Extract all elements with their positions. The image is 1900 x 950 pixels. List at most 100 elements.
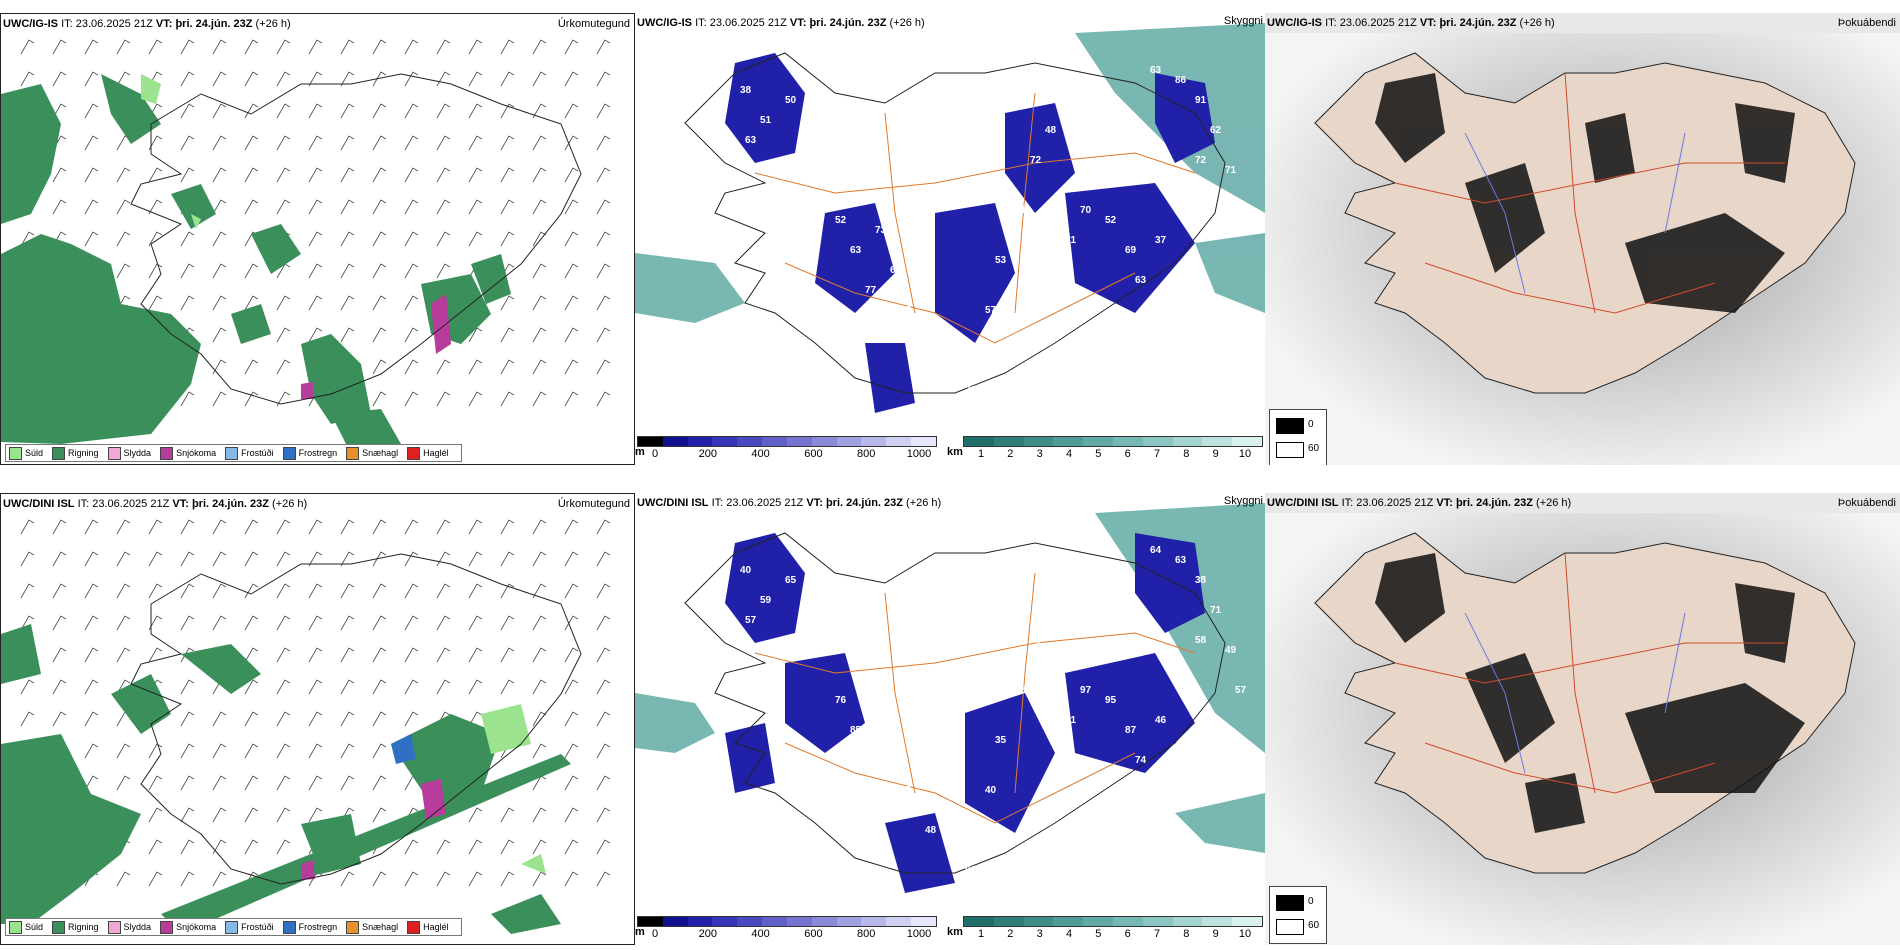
cloud-base-label: 13 (810, 635, 822, 646)
colorbar-tick: 1000 (906, 928, 932, 940)
cloud-base-label: 64 (725, 55, 737, 66)
colorbar-step (836, 437, 862, 446)
cloud-base-label: 76 (835, 695, 847, 706)
cloud-base-label: 62 (1210, 125, 1222, 136)
legend-label: Snjókoma (176, 448, 217, 458)
low-cloud-areas (725, 53, 1215, 413)
cloud-base-label: 49 (1225, 645, 1237, 656)
colorbar-tick: 10 (1238, 448, 1252, 460)
colorbar-tick: 400 (751, 448, 770, 460)
cloud-base-label: 40 (985, 785, 997, 796)
colorbar-step (1083, 917, 1113, 926)
fog-map-canvas (1265, 33, 1900, 465)
cloud-base-label: 51 (760, 115, 772, 126)
cloud-base-label: 76 (725, 535, 737, 546)
rain-areas (1, 74, 511, 454)
cloud-base-label: 38 (740, 85, 752, 96)
cloud-base-label: 48 (1175, 675, 1187, 686)
cloud-base-map-bottom: UWC/DINI ISL IT: 23.06.2025 21Z VT: þri.… (635, 493, 1265, 945)
cloud-base-label: 63 (1135, 275, 1147, 286)
visibility-colorbar: 1 2 3 4 5 6 7 8 9 10 km (947, 436, 1263, 461)
iceland-outline (130, 73, 582, 405)
panel-title: UWC/DINI ISL IT: 23.06.2025 21Z VT: þri.… (637, 497, 942, 509)
colorbar-tick: 1000 (906, 448, 932, 460)
colorbar-tick: 4 (1065, 448, 1073, 460)
freezing-rain-areas (391, 734, 416, 764)
legend-swatch (282, 446, 296, 460)
colorbar-step (964, 917, 994, 926)
panel-variable-label: Þokuábendi (1837, 17, 1896, 29)
cloud-base-label: 52 (1105, 215, 1117, 226)
colorbar-tick: 800 (857, 928, 876, 940)
colorbar-step (1083, 437, 1113, 446)
panel-title: UWC/IG-IS IT: 23.06.2025 21Z VT: þri. 24… (637, 17, 925, 29)
colorbar-tick: 1 (977, 928, 985, 940)
cloud-base-label: 86 (1175, 75, 1187, 86)
cloud-base-label: 61 (965, 865, 977, 876)
colorbar-tick: 9 (1212, 928, 1219, 940)
cloud-base-label: 71 (1045, 605, 1057, 616)
colorbar-tick: 600 (804, 928, 823, 940)
low-cloud-areas (725, 533, 1205, 893)
legend-swatch (225, 920, 239, 934)
cloud-base-label: 97 (1080, 685, 1092, 696)
road-network (754, 572, 1196, 824)
legend-label: Slydda (123, 922, 152, 932)
colorbar-step (861, 437, 887, 446)
cloud-base-label: 63 (850, 245, 862, 256)
fog-index-map-bottom: UWC/DINI ISL IT: 23.06.2025 21Z VT: þri.… (1265, 493, 1900, 945)
legend-swatch (9, 446, 22, 460)
colorbar-tick: 800 (857, 448, 876, 460)
colorbar-step (886, 437, 912, 446)
legend-swatch (52, 446, 66, 460)
colorbar-step (737, 437, 763, 446)
visibility-colorbar: 1 2 3 4 5 6 7 8 9 10 km (947, 916, 1263, 941)
cloud-base-label: 91 (1195, 95, 1207, 106)
legend-item-2: Slydda (107, 446, 152, 460)
cloud-base-value-labels: 76 40 59 65 57 13 76 85 56 61 194 45 48 74 61 40 35 88 69 7… (725, 535, 1247, 876)
colorbar-step (1172, 437, 1203, 446)
cloud-base-label: 88 (1015, 685, 1027, 696)
snow-areas (301, 294, 451, 399)
legend-item-2: Slydda (107, 920, 152, 934)
cloud-base-label: 72 (1195, 155, 1207, 166)
legend-label: Snæhagl (362, 922, 399, 932)
legend-swatch (160, 920, 174, 934)
colorbar-step (1232, 917, 1262, 926)
legend-swatch (107, 920, 121, 934)
cloud-base-colorbar: 0 200 400 600 800 1000 m (635, 916, 937, 941)
legend-item-3: Snjókoma (160, 446, 217, 460)
panel-variable-label: Þokuábendi (1837, 497, 1896, 509)
colorbar-step (836, 917, 862, 926)
colorbar-step (687, 437, 713, 446)
legend-label: Rigning (68, 448, 99, 458)
legend-swatch (282, 920, 296, 934)
cloud-base-label: 53 (995, 255, 1007, 266)
colorbar-tick: 200 (698, 448, 717, 460)
precip-map-canvas (1, 39, 611, 454)
cloud-base-label: 37 (1155, 235, 1167, 246)
cloud-base-label: 87 (1125, 725, 1137, 736)
colorbar-step (1053, 437, 1084, 446)
legend-item-5: Frostregn (282, 446, 337, 460)
legend-swatch (407, 446, 421, 460)
colorbar-step (886, 917, 912, 926)
precip-legend: Súld Rigning Slydda Snjókoma Frostúði Frostre… (5, 444, 462, 462)
rain-areas (1, 624, 571, 934)
colorbar-tick: 400 (751, 928, 770, 940)
panel-title: UWC/DINI ISL IT: 23.06.2025 21Z VT: þri.… (3, 498, 308, 510)
colorbar-step (993, 917, 1024, 926)
cloud-base-map-top: UWC/IG-IS IT: 23.06.2025 21Z VT: þri. 24… (635, 13, 1265, 465)
cloud-base-label: 58 (900, 305, 912, 316)
colorbar-step (638, 437, 663, 446)
drizzle-areas (481, 704, 546, 874)
colorbar-step (786, 917, 812, 926)
legend-label: Slydda (123, 448, 152, 458)
colorbar-tick: 7 (1153, 928, 1161, 940)
legend-item-0: Súld (9, 446, 43, 460)
colorbar-tick: 3 (1036, 448, 1043, 460)
colorbar-tick: 3 (1036, 928, 1043, 940)
colorbar-tick: 6 (1124, 448, 1131, 460)
cloud-base-label: 57 (1235, 685, 1247, 696)
cloud-map-canvas: 64 38 51 50 63 13 52 63 73 68 77 58 89 106 71 57 53 61 72 4… (635, 23, 1265, 413)
